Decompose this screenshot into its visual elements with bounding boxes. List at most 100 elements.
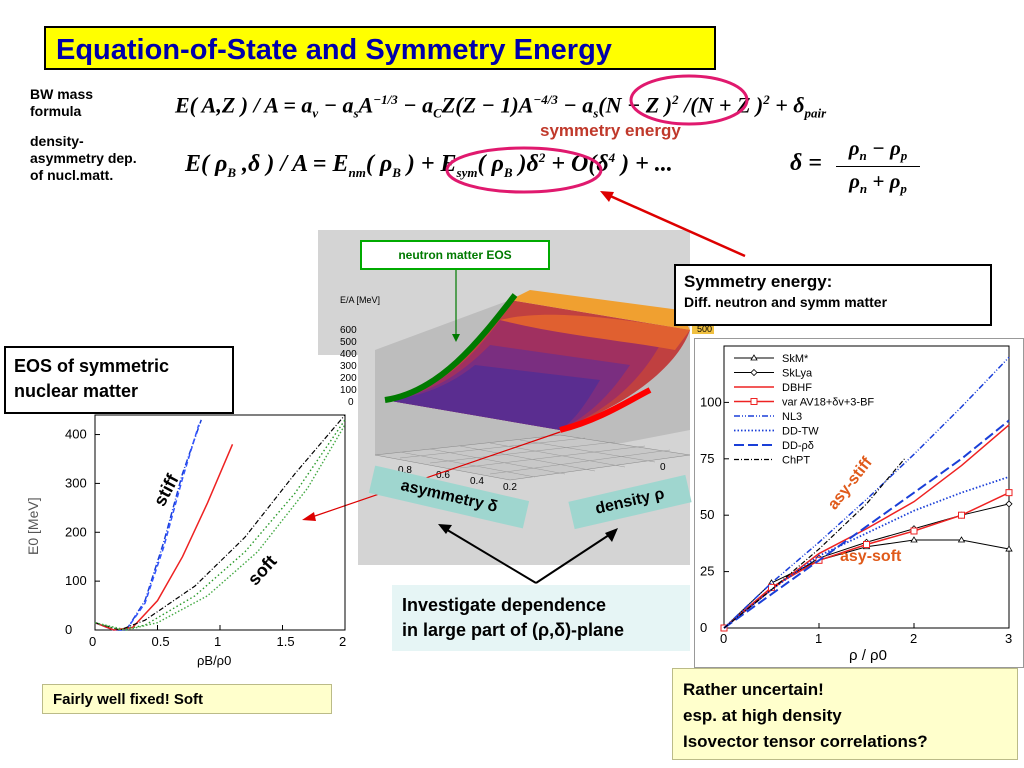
eos-ytick-label: 100: [65, 573, 87, 588]
sym-legend-marker: [750, 354, 758, 361]
density-tick-0: 0: [660, 462, 666, 473]
arrow-to-density: [535, 532, 613, 584]
arrow-head-5: [605, 528, 618, 542]
symmetry-energy-label: symmetry energy: [540, 121, 681, 140]
sym-marker: [1005, 545, 1013, 552]
sym-marker: [1005, 500, 1013, 508]
investigate-line2: in large part of (ρ,δ)-plane: [402, 620, 625, 640]
arrow-to-eos-plot: [311, 431, 561, 518]
eos-plot-frame: [94, 414, 346, 631]
surface-mid-band: [500, 314, 690, 350]
floor-grid: [399, 437, 671, 478]
investigate-line1: Investigate dependence: [402, 595, 607, 615]
sym-legend-label: ChPT: [782, 455, 810, 467]
sym-legend-label: SkLya: [782, 368, 813, 380]
sym-ytick-label: 25: [700, 564, 714, 579]
asy-soft-label: asy-soft: [840, 548, 902, 565]
eos-xtick-label: 0.5: [152, 634, 170, 649]
page-title: Equation-of-State and Symmetry Energy: [44, 26, 716, 70]
ztick-500: 500: [340, 337, 357, 348]
ztick-200: 200: [340, 373, 357, 384]
eos-ytick-label: 0: [65, 622, 72, 637]
symmetry-energy-box-title: Symmetry energy:: [684, 272, 833, 291]
arrow-to-symmetry-term: [607, 193, 746, 258]
sym-series-line: [723, 419, 1010, 629]
asym-tick-02: 0.2: [503, 482, 517, 493]
sym-ytick-label: 0: [700, 620, 707, 635]
arrow-head-4: [438, 524, 452, 534]
investigate-box: Investigate dependence in large part of …: [392, 585, 690, 651]
sym-series-line: [723, 458, 905, 629]
arrow-head-3: [452, 334, 460, 342]
neutron-matter-curve: [384, 293, 518, 403]
arrow-head-2: [302, 512, 316, 521]
sym-legend-label: SkM*: [782, 353, 809, 365]
bw-mass-equation: E( A,Z ) / A = av − asA−1/3 − aCZ(Z − 1)…: [175, 92, 827, 121]
sym-legend-label: DBHF: [782, 382, 812, 394]
sym-series-line: [723, 356, 1010, 629]
symmetric-matter-curve: [559, 387, 652, 433]
ztick-600: 600: [340, 325, 357, 336]
eos-series-line: [94, 414, 346, 631]
symmetry-legend: SkM* SkLya DBHF var AV18+δv+3-BF NL3 DD-TW DD-…: [734, 353, 874, 467]
eos-series-line: [94, 424, 200, 631]
eos-series-line: [94, 419, 202, 631]
uncertain-note: Rather uncertain! esp. at high density I…: [672, 668, 1018, 760]
eos-ticks: 0 0.5 1 1.5 2 0 100 200 300 400: [65, 427, 346, 649]
sym-legend-label: var AV18+δv+3-BF: [782, 397, 874, 409]
eos-symmetric-box: EOS of symmetric nuclear matter: [4, 346, 234, 414]
eos-symmetric-line2: nuclear matter: [14, 381, 139, 401]
symmetry-term-oval-2: [445, 146, 603, 194]
delta-definition: δ =: [790, 150, 822, 176]
arrow-head-1: [600, 191, 614, 202]
ztick-400: 400: [340, 349, 357, 360]
symmetry-energy-box: Symmetry energy: Diff. neutron and symm …: [674, 264, 992, 326]
eos-xtick-label: 1: [214, 634, 221, 649]
eos-series-line: [94, 419, 346, 631]
sym-ytick-label: 100: [700, 394, 722, 409]
colorbar-label: 500: [697, 324, 712, 334]
surface-band-4: [385, 365, 600, 430]
eos-ylabel: E0 [MeV]: [25, 497, 41, 555]
eos-series-line: [94, 444, 234, 631]
sym-marker: [863, 541, 870, 549]
ztick-100: 100: [340, 385, 357, 396]
sym-ytick-label: 50: [700, 507, 714, 522]
eos-series: [94, 414, 346, 631]
eos-series-line: [94, 424, 346, 631]
sym-ytick-label: 75: [700, 451, 714, 466]
zaxis-label: E/A [MeV]: [340, 295, 380, 305]
uncertain-line2: esp. at high density: [683, 706, 842, 725]
sym-legend-label: DD-TW: [782, 426, 819, 438]
sym-legend-marker: [750, 398, 758, 405]
sym-marker: [1005, 489, 1013, 497]
sym-legend-label: DD-ρδ: [782, 440, 814, 452]
eos-ytick-label: 400: [65, 427, 87, 442]
asym-tick-08: 0.8: [398, 465, 412, 476]
eos-plot: E0 [MeV] ρB/ρ0 0 0.5 1 1.5 2 0 100 200 300 400: [25, 414, 346, 668]
uncertain-line3: Isovector tensor correlations?: [683, 732, 928, 751]
asym-tick-06: 0.6: [436, 470, 450, 481]
symmetry-term-oval-1: [629, 74, 749, 126]
ztick-300: 300: [340, 361, 357, 372]
eos-ytick-label: 200: [65, 524, 87, 539]
sym-marker: [957, 536, 966, 543]
sym-marker: [910, 536, 918, 543]
asym-tick-04: 0.4: [470, 476, 484, 487]
sym-marker: [910, 527, 918, 535]
sym-xtick-label: 0: [720, 631, 727, 646]
symmetry-energy-box-desc: Diff. neutron and symm matter: [684, 294, 888, 310]
bw-mass-label: BW mass formula: [30, 86, 94, 119]
symmetry-plot: ρ / ρ0 0 1 2 3 0 25 50 75 100 SkM* SkLya DBHF var A…: [700, 345, 1013, 664]
sym-series-line: [723, 475, 1010, 629]
density-asymmetry-label: density-asymmetry dep. of nucl.matt.: [30, 133, 137, 183]
sym-legend-label: NL3: [782, 411, 802, 423]
arrow-to-asymmetry: [443, 527, 537, 584]
eos-ytick-label: 300: [65, 475, 87, 490]
eos-xlabel: ρB/ρ0: [197, 653, 231, 668]
uncertain-line1: Rather uncertain!: [683, 680, 824, 699]
neutron-matter-label: neutron matter EOS: [360, 240, 550, 270]
symmetry-plot-frame: [723, 345, 1010, 629]
symmetry-series: [720, 356, 1013, 632]
